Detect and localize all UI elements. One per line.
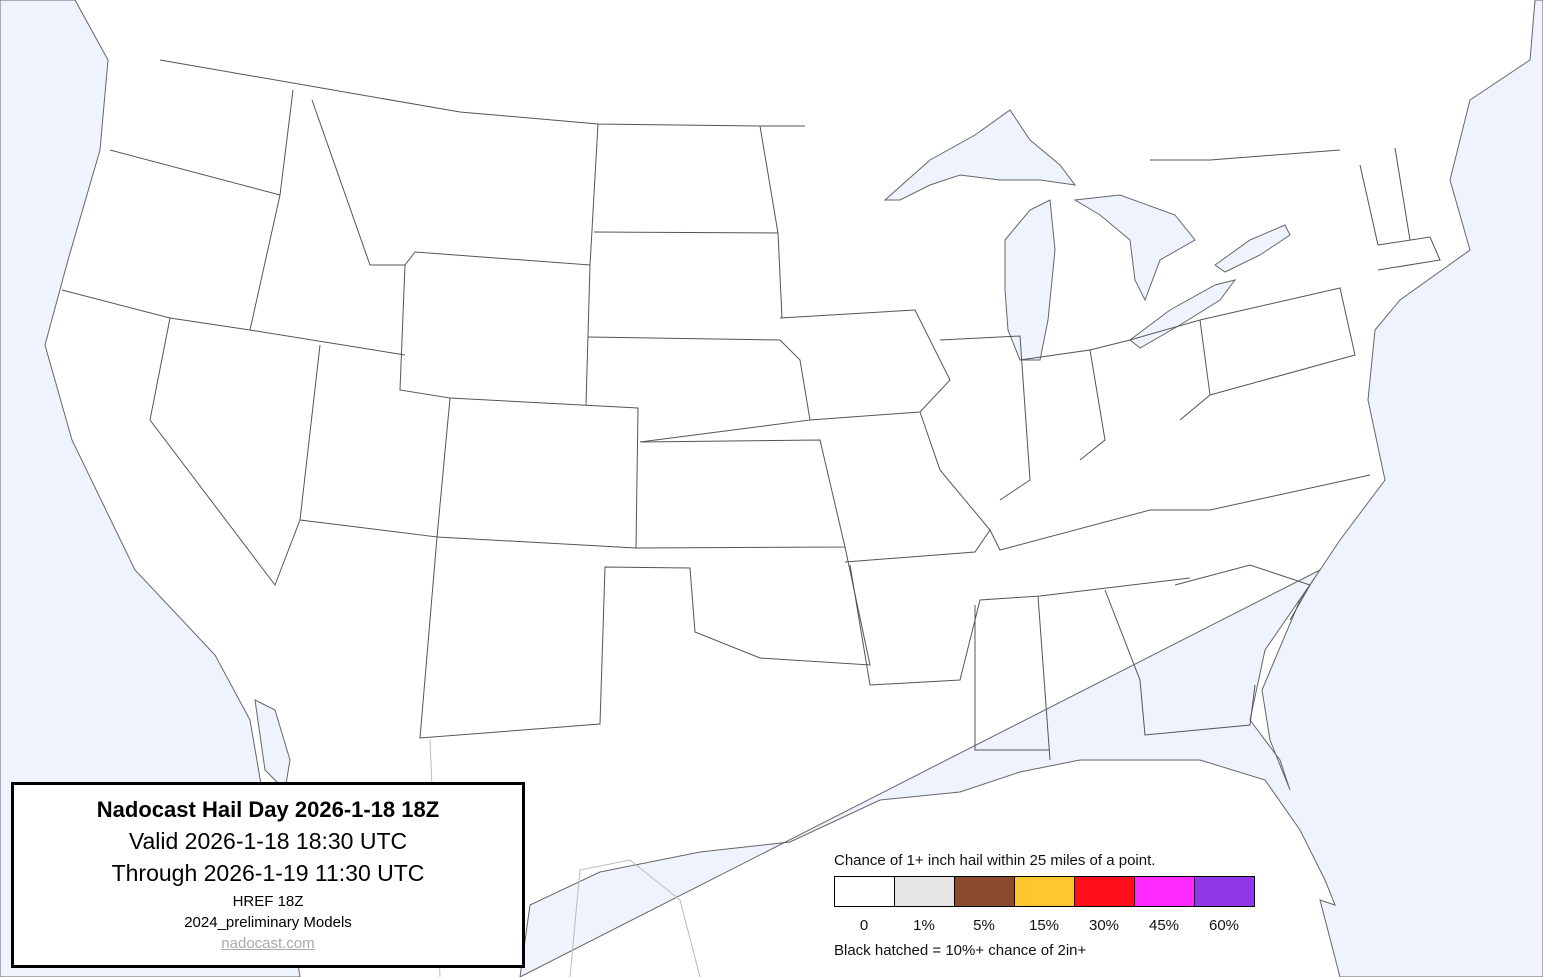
legend-swatch <box>1015 877 1075 906</box>
legend-swatch <box>1135 877 1195 906</box>
gulf-and-atlantic <box>519 0 1543 977</box>
legend-swatch <box>835 877 895 906</box>
legend-swatch <box>895 877 955 906</box>
lake-ontario <box>1214 224 1291 273</box>
state-borders <box>61 59 1441 761</box>
lake-michigan <box>1004 199 1056 361</box>
valid-time: Valid 2026-1-18 18:30 UTC <box>128 828 408 854</box>
legend-labels: 0 1% 5% 15% 30% 45% 60% <box>834 917 1254 934</box>
lake-huron <box>1073 194 1196 302</box>
gulf-of-california <box>254 699 291 792</box>
nadocast-link[interactable]: nadocast.com <box>221 935 315 952</box>
model-run: HREF 18Z <box>232 893 304 910</box>
forecast-title: Nadocast Hail Day 2026-1-18 18Z <box>96 797 440 822</box>
through-time: Through 2026-1-19 11:30 UTC <box>111 860 425 886</box>
legend-label: 5% <box>973 917 995 934</box>
legend-title: Chance of 1+ inch hail within 25 miles o… <box>834 852 1156 869</box>
legend-label: 30% <box>1088 917 1120 934</box>
legend-label: 45% <box>1148 917 1180 934</box>
legend-label: 0 <box>859 917 869 934</box>
legend-label: 15% <box>1028 917 1060 934</box>
legend-swatch <box>1195 877 1254 906</box>
lake-erie <box>1129 279 1237 349</box>
legend: Chance of 1+ inch hail within 25 miles o… <box>834 852 1255 959</box>
legend-note: Black hatched = 10%+ chance of 2in+ <box>834 942 1087 959</box>
legend-label: 1% <box>913 917 935 934</box>
forecast-info-box: Nadocast Hail Day 2026-1-18 18Z Valid 20… <box>11 782 525 968</box>
legend-swatch <box>955 877 1015 906</box>
legend-label: 60% <box>1208 917 1240 934</box>
legend-swatch <box>1075 877 1135 906</box>
models-version: 2024_preliminary Models <box>184 914 352 931</box>
legend-color-bar <box>834 876 1255 907</box>
lake-superior <box>883 109 1077 201</box>
